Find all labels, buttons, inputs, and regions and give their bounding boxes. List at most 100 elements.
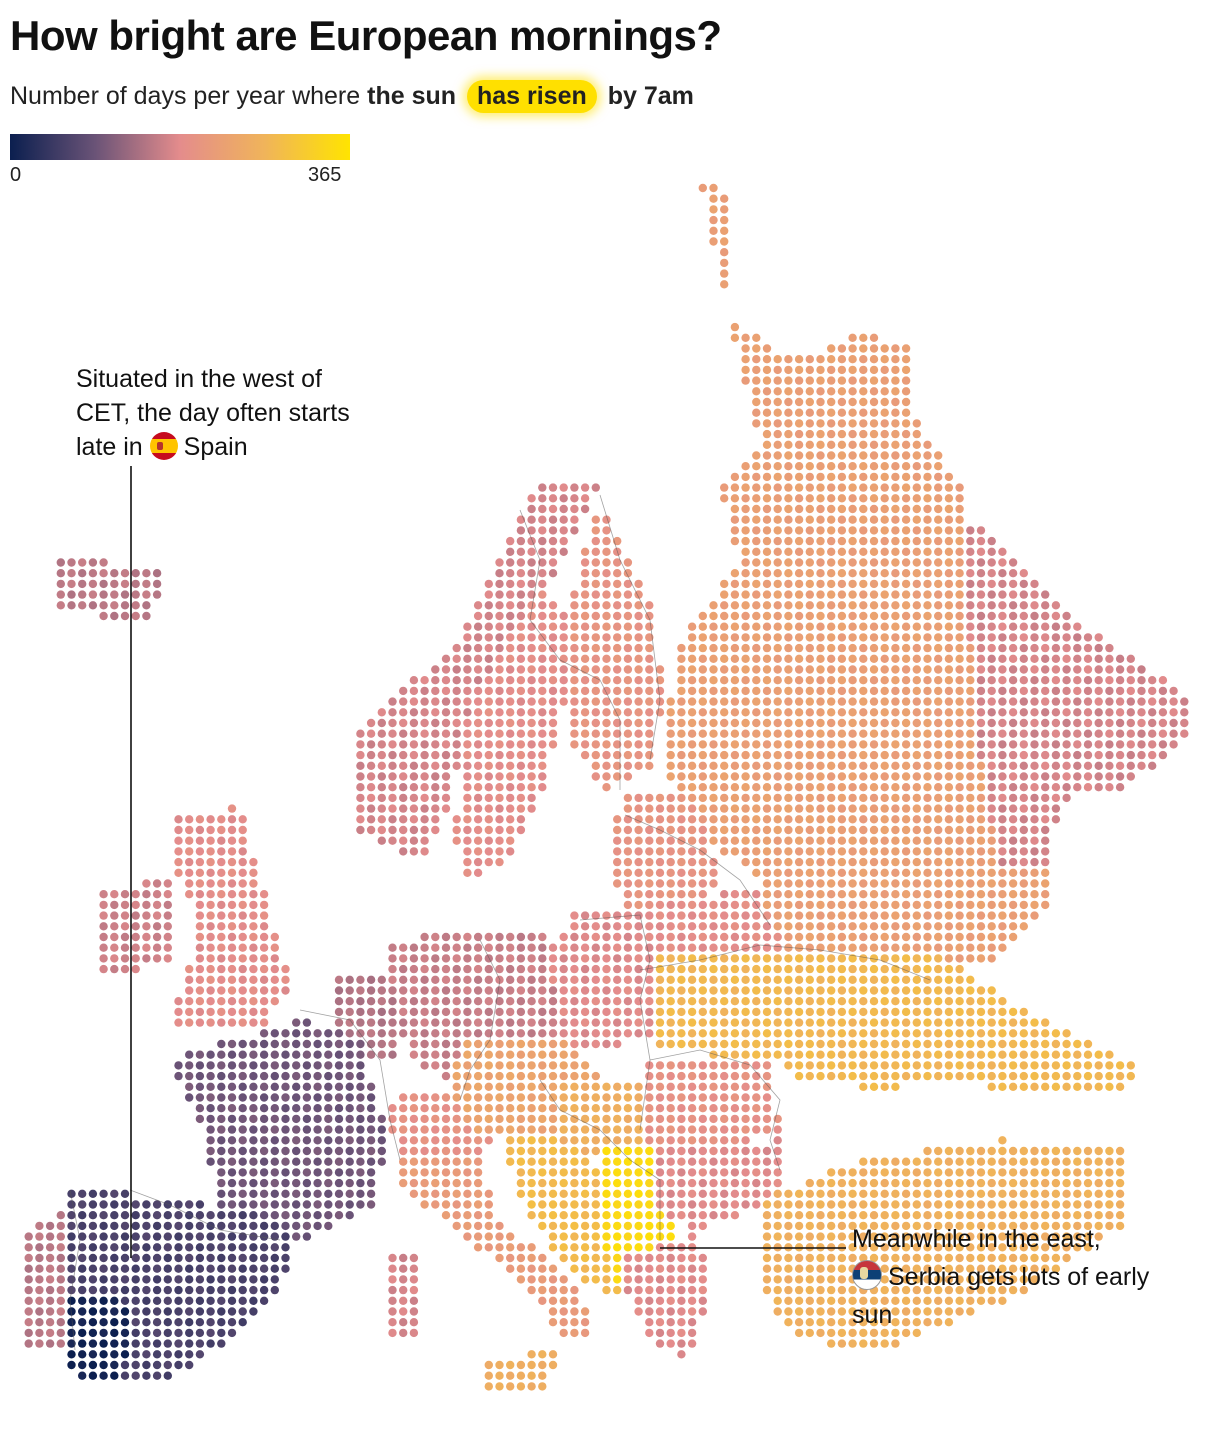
map-dot <box>559 526 568 535</box>
map-dot <box>227 868 237 877</box>
map-dot <box>334 1211 344 1220</box>
map-dot <box>559 1007 568 1017</box>
map-dot <box>869 654 879 663</box>
map-dot <box>249 879 258 888</box>
map-dot <box>891 879 900 888</box>
map-dot <box>1041 750 1050 760</box>
map-dot <box>666 1104 675 1113</box>
map-dot <box>495 1018 504 1027</box>
map-dot <box>987 1232 996 1241</box>
map-dot <box>366 815 376 824</box>
map-dot <box>1008 804 1018 813</box>
map-dot <box>794 387 804 396</box>
map-dot <box>966 1221 975 1231</box>
map-dot <box>752 1071 761 1081</box>
map-dot <box>131 932 140 942</box>
map-dot <box>741 1189 750 1199</box>
map-dot <box>259 1093 269 1102</box>
map-dot <box>955 665 964 674</box>
map-dot <box>613 1136 622 1145</box>
map-dot <box>1094 729 1103 738</box>
map-dot <box>891 643 900 653</box>
map-dot <box>452 1168 461 1177</box>
map-dot <box>998 1221 1007 1231</box>
map-dot <box>452 1018 461 1027</box>
map-dot <box>901 1275 911 1284</box>
map-dot <box>142 601 151 610</box>
map-dot <box>580 964 590 974</box>
map-dot <box>944 665 954 674</box>
map-dot <box>1051 643 1061 653</box>
map-dot <box>741 536 750 546</box>
map-dot <box>869 601 879 610</box>
map-dot <box>270 1114 279 1124</box>
map-dot <box>912 729 921 738</box>
map-dot <box>217 1104 226 1113</box>
map-dot <box>110 601 119 610</box>
map-dot <box>955 1275 964 1284</box>
map-dot <box>399 793 408 803</box>
map-dot <box>805 879 814 888</box>
map-dot <box>249 1114 258 1124</box>
map-dot <box>741 697 750 706</box>
map-dot <box>1008 879 1018 888</box>
map-dot <box>1008 922 1018 931</box>
map-dot <box>741 740 750 749</box>
map-dot <box>1008 1007 1018 1017</box>
map-dot <box>762 440 772 449</box>
map-dot <box>698 697 707 706</box>
map-dot <box>720 579 729 589</box>
map-dot <box>506 654 515 663</box>
map-dot <box>794 750 804 760</box>
map-dot <box>591 1221 600 1231</box>
map-dot <box>613 836 622 845</box>
map-dot <box>805 483 814 492</box>
map-dot <box>741 772 750 781</box>
map-dot <box>302 1114 312 1124</box>
map-dot <box>613 1243 622 1252</box>
map-dot <box>966 836 975 845</box>
map-dot <box>677 879 686 888</box>
map-dot <box>580 686 590 696</box>
map-dot <box>998 1029 1007 1038</box>
map-dot <box>1115 1082 1125 1092</box>
map-dot <box>816 1200 825 1209</box>
map-dot <box>506 1243 515 1252</box>
map-dot <box>270 964 279 974</box>
map-dot <box>409 1050 419 1059</box>
map-dot <box>399 686 408 696</box>
map-dot <box>195 964 205 974</box>
map-dot <box>816 750 825 760</box>
map-dot <box>934 526 943 535</box>
map-dot <box>741 1178 750 1188</box>
map-dot <box>623 1168 633 1177</box>
map-dot <box>730 601 740 610</box>
map-dot <box>987 1178 996 1188</box>
map-dot <box>709 954 718 963</box>
map-dot <box>912 1189 921 1199</box>
map-dot <box>987 1253 996 1263</box>
map-dot <box>976 654 986 663</box>
map-dot <box>869 365 879 375</box>
map-dot <box>666 1178 675 1188</box>
map-dot <box>195 1264 205 1273</box>
map-dot <box>570 1082 579 1092</box>
map-dot <box>366 1029 376 1038</box>
map-dot <box>1041 1211 1050 1220</box>
map-dot <box>463 1007 472 1017</box>
map-dot <box>452 1178 461 1188</box>
map-dot <box>174 815 183 824</box>
map-dot <box>35 1285 44 1295</box>
map-dot <box>762 676 772 685</box>
map-dot <box>709 1114 718 1124</box>
map-dot <box>559 686 568 696</box>
map-dot <box>1030 643 1039 653</box>
map-dot <box>538 1029 547 1038</box>
map-dot <box>1083 718 1093 728</box>
map-dot <box>773 1029 782 1038</box>
map-dot <box>613 1253 622 1263</box>
map-dot <box>955 857 964 867</box>
map-dot <box>677 1039 686 1049</box>
map-dot <box>934 718 943 728</box>
map-dot <box>431 783 440 792</box>
